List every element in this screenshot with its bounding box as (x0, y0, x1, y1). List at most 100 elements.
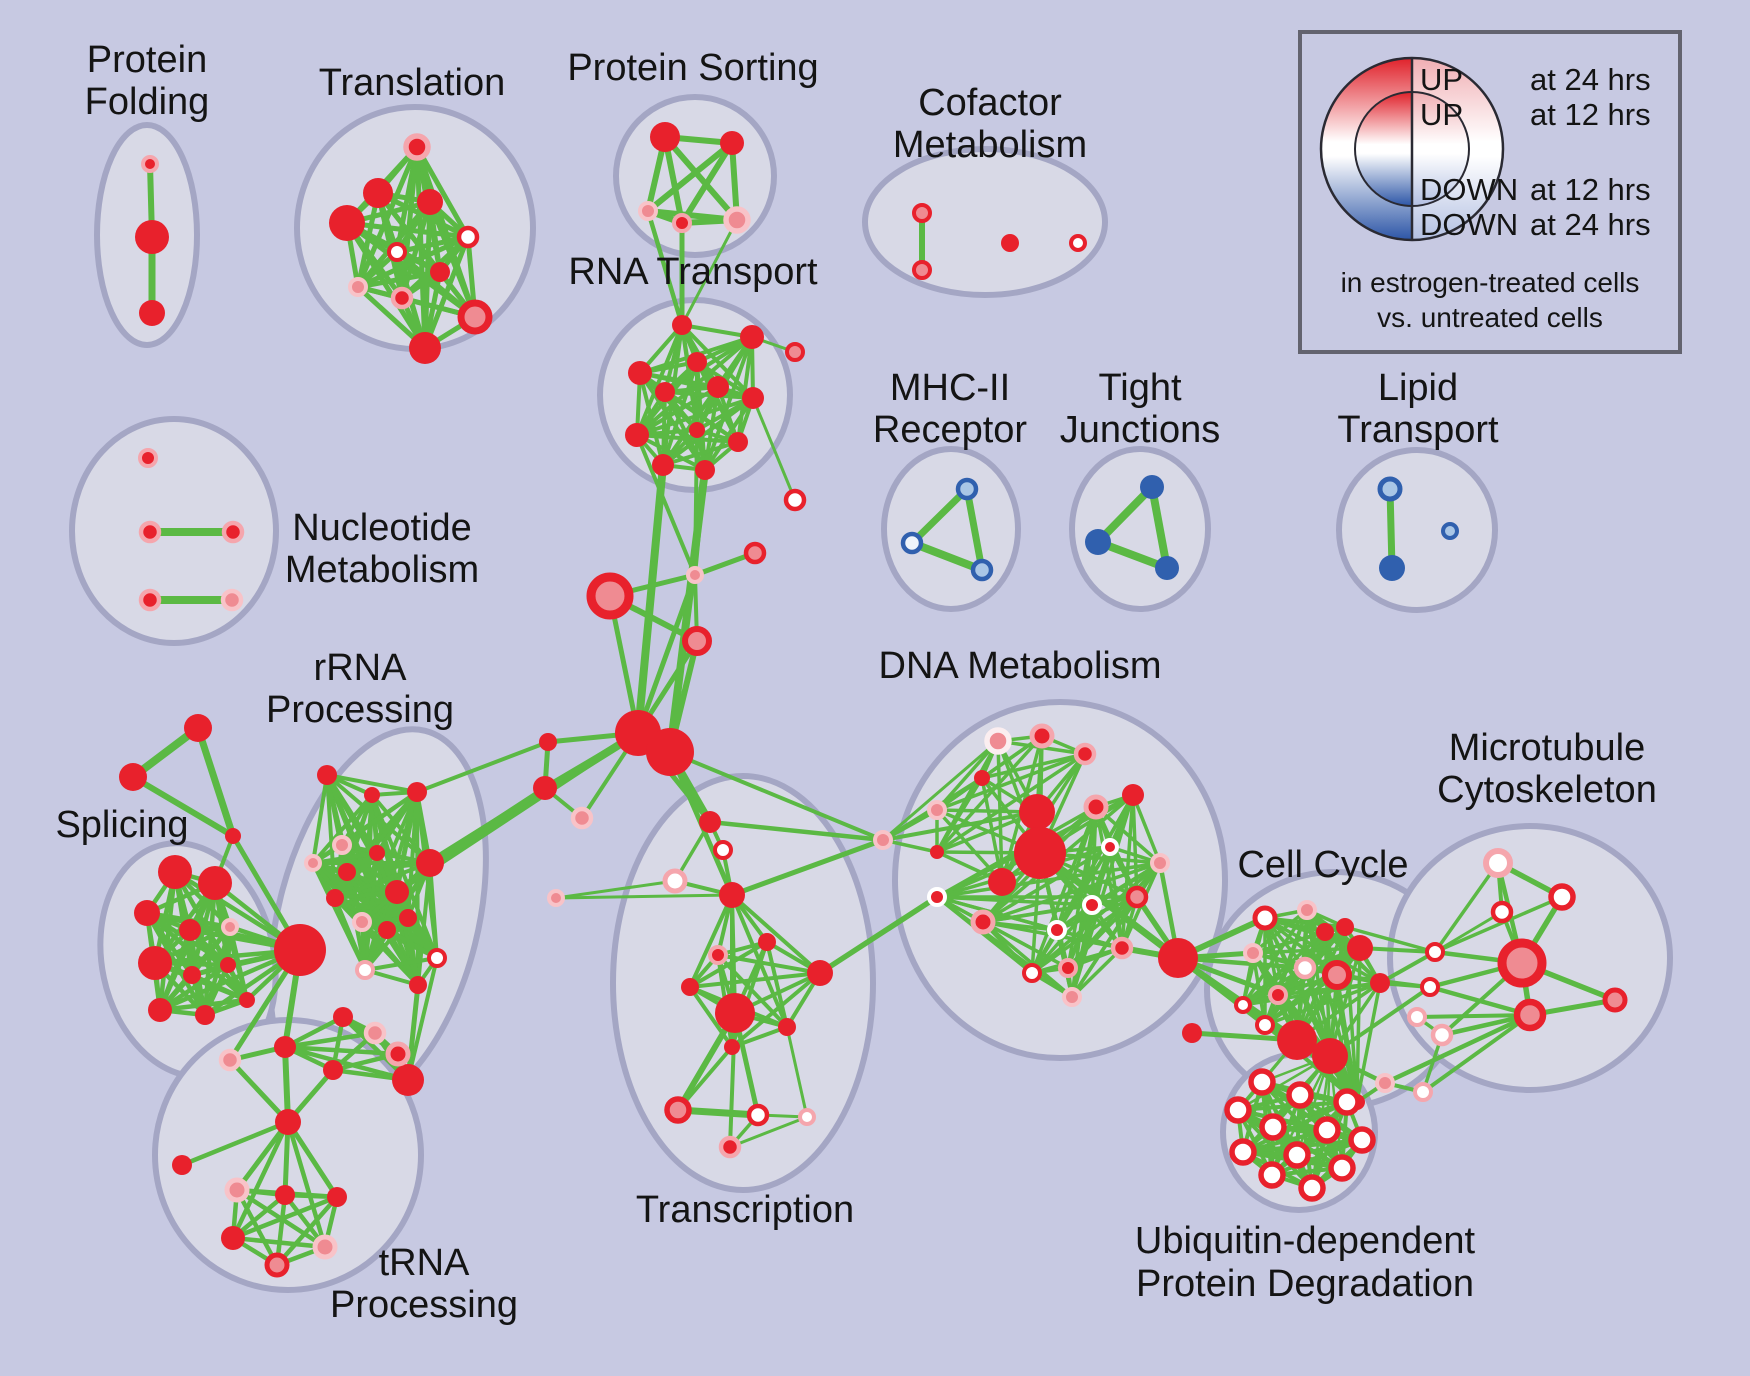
network-node (457, 299, 493, 335)
network-edge (1120, 793, 1135, 950)
network-edge (688, 985, 734, 1049)
network-edge (311, 793, 374, 865)
network-edge (635, 433, 707, 472)
network-node (778, 1018, 796, 1036)
network-edge (707, 819, 886, 843)
network-edge (730, 971, 822, 1049)
network-node (363, 178, 393, 208)
network-edge (227, 1057, 291, 1125)
cluster-label-tight-junctions: Tight (1098, 367, 1182, 409)
network-node (416, 849, 444, 877)
network-node (1069, 234, 1087, 252)
network-node (1062, 987, 1082, 1007)
network-node (655, 382, 675, 402)
network-edge (981, 861, 1162, 924)
network-node (686, 566, 704, 584)
network-node (183, 966, 201, 984)
network-edge (635, 323, 684, 437)
network-edge (680, 323, 755, 400)
network-node (1313, 1116, 1341, 1144)
network-node (539, 733, 557, 751)
network-node (1014, 827, 1066, 879)
network-edge (1328, 1054, 1344, 1170)
network-node (221, 918, 239, 936)
network-node (718, 1135, 742, 1159)
network-edge (333, 896, 367, 972)
network-node (664, 1096, 692, 1124)
network-edge (144, 910, 250, 1003)
network-edge (363, 851, 379, 972)
network-edge (693, 468, 707, 577)
network-node (332, 835, 352, 855)
network-node (1248, 1068, 1276, 1096)
network-edge (333, 851, 379, 900)
network-edge (325, 773, 419, 794)
cluster-label-trna-processing: tRNA (379, 1242, 470, 1284)
network-edge (661, 440, 740, 467)
network-edge (668, 750, 885, 842)
network-node (912, 260, 932, 280)
network-node (1293, 956, 1317, 980)
network-node (974, 770, 990, 786)
network-node (1602, 987, 1628, 1013)
network-edge (355, 234, 471, 290)
network-node (456, 225, 480, 249)
network-node (783, 488, 807, 512)
network-edge (1148, 483, 1171, 572)
network-edge (360, 920, 420, 987)
network-edge (394, 234, 471, 255)
network-edge (1241, 1128, 1329, 1154)
network-node (403, 133, 431, 161)
network-edge (765, 940, 789, 1029)
network-node (927, 887, 947, 907)
network-node (390, 286, 414, 310)
cluster-label-trna-processing: Processing (330, 1284, 518, 1326)
network-edge (935, 734, 1044, 854)
network-edge (1070, 895, 1139, 999)
network-node (1150, 853, 1170, 873)
network-node (348, 277, 368, 297)
network-node (138, 588, 162, 612)
network-node (355, 960, 375, 980)
network-node (547, 889, 565, 907)
network-node (1022, 963, 1042, 983)
network-node (387, 242, 407, 262)
network-node (1243, 943, 1263, 963)
network-edge (688, 940, 769, 989)
network-node (1082, 895, 1102, 915)
network-node (312, 1234, 338, 1260)
cluster-label-protein-sorting: Protein Sorting (567, 47, 818, 89)
network-node (628, 361, 652, 385)
network-node (1255, 1015, 1275, 1035)
network-edge (1382, 1012, 1533, 1086)
network-node (1286, 1081, 1314, 1109)
network-node (1268, 985, 1288, 1005)
network-edge (415, 740, 550, 794)
network-node (220, 588, 244, 612)
network-edge (785, 1025, 809, 1119)
network-edge (635, 396, 755, 437)
network-node (1513, 998, 1547, 1032)
network-node (970, 909, 996, 935)
network-node (139, 300, 165, 326)
network-node (1155, 556, 1179, 580)
network-node (1298, 1174, 1326, 1202)
network-edge (1433, 910, 1504, 954)
network-node (220, 957, 236, 973)
network-node (1425, 942, 1445, 962)
cluster-label-protein-folding: Folding (85, 81, 210, 123)
network-node (533, 776, 557, 800)
network-node (708, 945, 728, 965)
network-node (179, 919, 201, 941)
network-node (138, 520, 162, 544)
network-edge (935, 752, 1087, 812)
network-edge (935, 895, 1094, 907)
network-edge (1433, 861, 1500, 954)
network-edge (736, 335, 754, 444)
network-node (329, 205, 365, 241)
network-node (409, 976, 427, 994)
network-node (385, 880, 409, 904)
network-edge (333, 861, 432, 900)
cluster-label-dna-metabolism: DNA Metabolism (879, 645, 1162, 687)
network-edge (414, 144, 471, 240)
